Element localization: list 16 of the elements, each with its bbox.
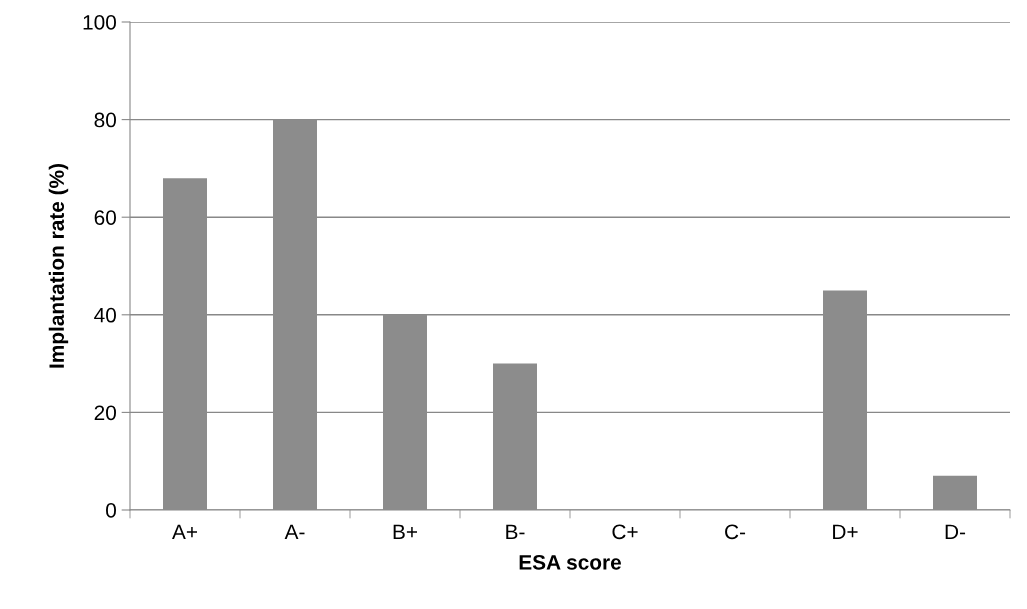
x-tick-label: C+ [612,524,638,540]
y-tick-label: 40 [94,307,116,323]
x-tick-label: D- [945,524,966,539]
x-tick-label: D+ [833,524,858,539]
x-tick-label: C- [725,524,746,540]
x-tick-label: A+ [172,524,197,539]
y-axis-title: Implantation rate (%) [48,164,69,368]
y-tick-label: 100 [83,15,116,30]
x-tick-label: B+ [393,524,417,539]
x-tick-label: B- [506,524,525,539]
x-tick-label: A- [284,524,305,539]
x-axis-title: ESA score [519,554,622,570]
y-tick-label: 80 [94,112,116,128]
y-tick-label: 20 [94,405,116,421]
y-tick-label: 0 [106,503,116,518]
y-tick-label: 60 [94,210,116,225]
